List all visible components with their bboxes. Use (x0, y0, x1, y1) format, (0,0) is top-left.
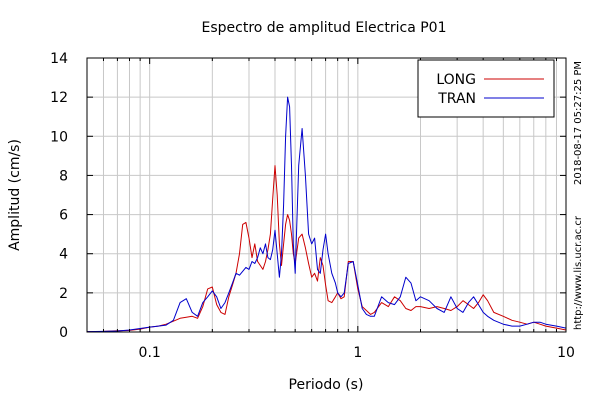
y-tick-label: 12 (50, 90, 68, 106)
legend-box (417, 59, 555, 118)
x-axis-label: Periodo (s) (289, 377, 364, 393)
legend-label-long: LONG (436, 72, 476, 88)
legend: LONG TRAN (417, 59, 555, 118)
y-tick-label: 6 (59, 208, 68, 224)
chart-title: Espectro de amplitud Electrica P01 (202, 20, 447, 36)
y-tick-label: 0 (59, 325, 68, 341)
y-tick-label: 2 (59, 286, 68, 302)
y-tick-label: 10 (50, 129, 68, 145)
y-tick-label: 14 (50, 51, 68, 67)
y-axis-label: Amplitud (cm/s) (7, 139, 23, 251)
x-tick-label: 1 (353, 345, 362, 361)
y-tick-label: 4 (59, 247, 68, 263)
timestamp-label: 2018-08-17 05:27:25 PM (573, 61, 584, 185)
legend-label-tran: TRAN (437, 91, 476, 107)
x-tick-label: 10 (557, 345, 575, 361)
source-url-label: http://www.lis.ucr.ac.cr (573, 215, 584, 330)
plot-frame (86, 57, 567, 333)
x-tick-label: 0.1 (139, 345, 161, 361)
y-tick-label: 8 (59, 168, 68, 184)
axes: 0 2 4 6 8 10 12 14 0.1 1 10 (50, 51, 575, 361)
series-line-tran (86, 96, 567, 333)
series-layer (86, 96, 567, 333)
